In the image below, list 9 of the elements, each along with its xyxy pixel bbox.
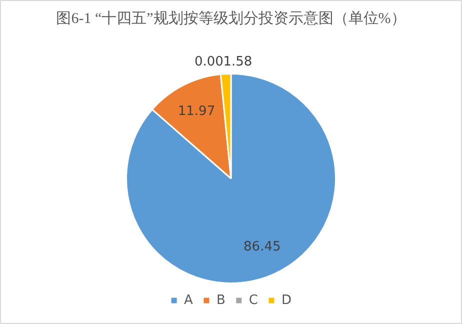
text: 0.00 (194, 54, 224, 70)
legend-label: C (248, 292, 258, 308)
chart-title: 图6-1 “十四五”规划按等级划分投资示意图（单位%） (56, 10, 406, 29)
data-label: 11.97 (178, 104, 216, 119)
legend-label: B (216, 292, 226, 308)
legend-label: D (281, 292, 292, 308)
legend-label: A (184, 292, 194, 308)
data-label: 1.58 (223, 54, 252, 70)
data-label: 86.45 (244, 240, 281, 255)
